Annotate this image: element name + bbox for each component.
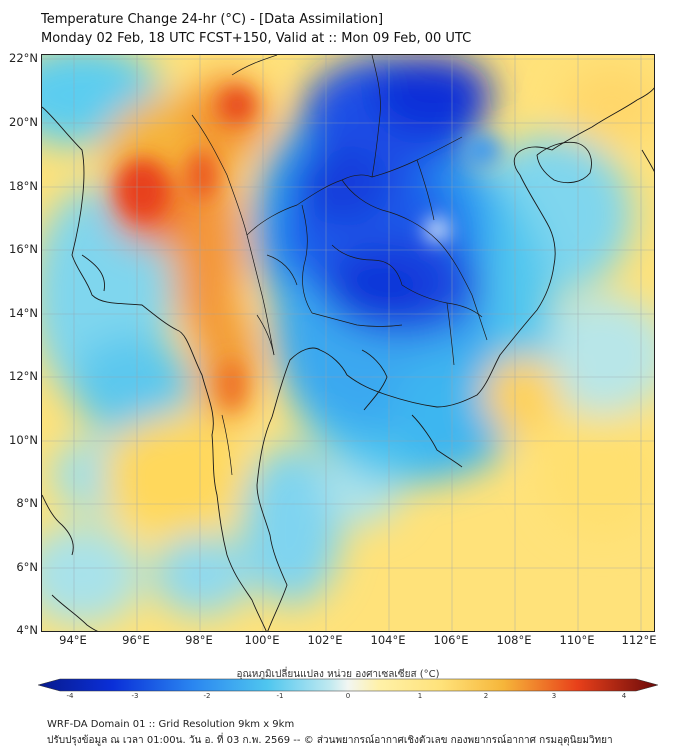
colorbar-tick: -1 (276, 692, 284, 700)
colorbar-title: อุณหภูมิเปลี่ยนแปลง หน่วย องศาเซลเซียส (… (236, 669, 440, 680)
lon-label: 94°E (59, 633, 87, 647)
lat-label: 6°N (16, 560, 38, 574)
lat-label: 22°N (9, 51, 38, 65)
lon-label: 112°E (621, 633, 657, 647)
lon-label: 98°E (185, 633, 213, 647)
lat-label: 4°N (16, 623, 38, 637)
map-canvas (42, 55, 654, 631)
footer-credit: ปรับปรุงข้อมูล ณ เวลา 01:00น. วัน อ. ที่… (47, 735, 613, 746)
temperature-change-map (41, 54, 655, 632)
lon-label: 110°E (559, 633, 595, 647)
colorbar-tick: -3 (131, 692, 139, 700)
lat-label: 14°N (9, 306, 38, 320)
lat-label: 8°N (16, 496, 38, 510)
colorbar-tick: 3 (551, 692, 557, 700)
lon-label: 104°E (370, 633, 406, 647)
colorbar-tick: -2 (203, 692, 211, 700)
temperature-field (42, 55, 654, 631)
lat-label: 20°N (9, 115, 38, 129)
lon-label: 96°E (122, 633, 150, 647)
colorbar-tick: -4 (66, 692, 74, 700)
lon-label: 106°E (433, 633, 469, 647)
lon-label: 100°E (244, 633, 280, 647)
lat-label: 16°N (9, 242, 38, 256)
colorbar-tick: 2 (483, 692, 489, 700)
footer-model-info: WRF-DA Domain 01 :: Grid Resolution 9km … (47, 719, 295, 730)
lon-label: 102°E (307, 633, 343, 647)
colorbar-tick: 4 (621, 692, 627, 700)
borders (191, 55, 488, 476)
lat-label: 18°N (9, 179, 38, 193)
lon-label: 108°E (496, 633, 532, 647)
lat-label: 10°N (9, 433, 38, 447)
lat-label: 12°N (9, 369, 38, 383)
coastlines (42, 87, 654, 631)
colorbar-tick: 0 (345, 692, 351, 700)
colorbar-tick: 1 (417, 692, 423, 700)
colorbar (38, 678, 658, 692)
map-title: Temperature Change 24-hr (°C) - [Data As… (41, 12, 384, 27)
map-subtitle: Monday 02 Feb, 18 UTC FCST+150, Valid at… (41, 31, 472, 46)
